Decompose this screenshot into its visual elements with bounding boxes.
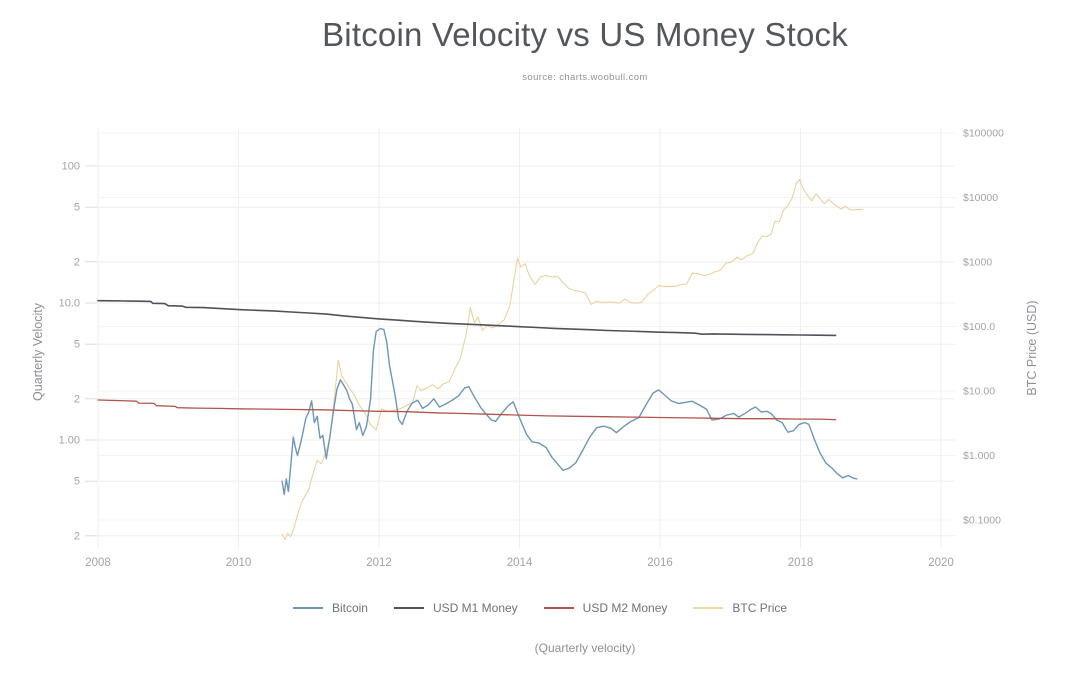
legend-item-bitcoin[interactable]: Bitcoin: [292, 601, 368, 615]
footer-caption: (Quarterly velocity): [534, 641, 636, 655]
gridlines-left-axis: [85, 165, 955, 537]
legend-item-btc-price[interactable]: BTC Price: [693, 601, 787, 615]
subtitle-block: source: charts.woobull.com: [90, 67, 1080, 85]
svg-text:$1.000: $1.000: [963, 450, 995, 462]
bitcoin-line-swatch: [292, 607, 323, 609]
svg-text:$100.0: $100.0: [963, 321, 995, 333]
legend-item-usd-m2-money[interactable]: USD M2 Money: [543, 601, 668, 615]
legend-label-usd-m2-money: USD M2 Money: [582, 601, 668, 615]
svg-text:$100000: $100000: [963, 128, 1004, 140]
svg-text:2012: 2012: [366, 557, 392, 569]
legend-label-btc-price: BTC Price: [732, 601, 788, 615]
title-block: Bitcoin Velocity vs US Money Stock: [90, 16, 1080, 54]
series-line-usd-m1-money: [97, 299, 837, 337]
svg-text:$1000: $1000: [963, 257, 992, 269]
svg-text:$10000: $10000: [963, 192, 998, 204]
svg-text:10.0: 10.0: [59, 298, 80, 310]
series-line-btc-price: [281, 178, 863, 540]
svg-text:5: 5: [74, 202, 80, 214]
svg-text:1.00: 1.00: [59, 435, 80, 447]
svg-text:$10.00: $10.00: [963, 386, 995, 398]
svg-text:2: 2: [74, 393, 80, 405]
svg-text:5: 5: [74, 476, 80, 488]
svg-text:5: 5: [74, 339, 80, 351]
series-line-bitcoin: [281, 327, 858, 496]
svg-text:2020: 2020: [928, 557, 954, 569]
svg-text:2014: 2014: [507, 557, 533, 569]
y-left-tick-labels: 100 5 2 10.0 5 2 1.00 5 2: [59, 161, 80, 543]
footer-block: (Quarterly velocity): [90, 639, 1080, 657]
svg-text:2: 2: [74, 530, 80, 542]
legend-label-usd-m1-money: USD M1 Money: [432, 601, 518, 615]
usd-m1-line-swatch: [393, 607, 424, 609]
svg-text:2010: 2010: [226, 557, 252, 569]
gridlines-vertical: [97, 128, 942, 548]
svg-text:100: 100: [62, 161, 80, 173]
svg-text:$0.1000: $0.1000: [963, 515, 1001, 527]
y-right-tick-labels: $100000 $10000 $1000 $100.0 $10.00 $1.000 $0.1…: [963, 128, 1004, 527]
svg-text:2: 2: [74, 256, 80, 268]
page-title: Bitcoin Velocity vs US Money Stock: [322, 16, 848, 53]
legend-item-usd-m1-money[interactable]: USD M1 Money: [393, 601, 518, 615]
usd-m2-line-swatch: [543, 607, 574, 609]
y-right-axis-title: BTC Price (USD): [1025, 300, 1039, 395]
svg-text:2016: 2016: [647, 557, 673, 569]
series-line-usd-m2-money: [97, 399, 837, 421]
chart-source-subtitle: source: charts.woobull.com: [522, 72, 648, 83]
legend: Bitcoin USD M1 Money USD M2 Money BTC Pr…: [0, 601, 1080, 615]
svg-text:2018: 2018: [788, 557, 814, 569]
y-left-axis-title: Quarterly Velocity: [31, 302, 45, 401]
legend-label-bitcoin: Bitcoin: [331, 601, 368, 615]
btc-price-line-swatch: [693, 607, 724, 609]
svg-text:2008: 2008: [85, 557, 111, 569]
x-axis-tick-labels: 2008 2010 2012 2014 2016 2018 2020: [85, 557, 954, 569]
